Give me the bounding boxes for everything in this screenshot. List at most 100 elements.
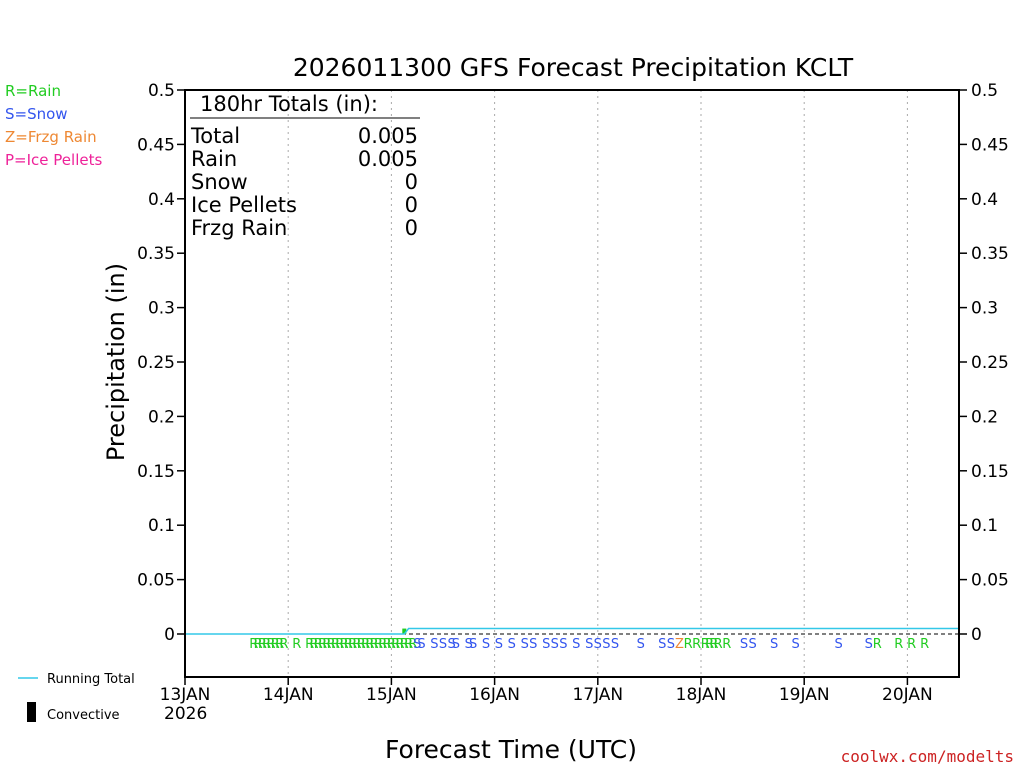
ptype-marker: R: [378, 637, 387, 652]
totals-row-value: 0: [405, 216, 418, 240]
ptype-marker: S: [667, 637, 675, 652]
y-tick-label-left: 0.1: [148, 516, 175, 536]
ptype-marker: S: [748, 637, 756, 652]
ptype-marker: R: [701, 637, 710, 652]
ptype-marker: R: [314, 637, 323, 652]
ptype-marker: S: [585, 637, 593, 652]
y-tick-label-left: 0.2: [148, 407, 175, 427]
ptype-marker: R: [335, 637, 344, 652]
totals-row-label: Snow: [191, 170, 248, 194]
ptype-marker: R: [266, 637, 275, 652]
ptype-marker: R: [391, 637, 400, 652]
y-axis-label: Precipitation (in): [102, 263, 130, 461]
y-tick-label-left: 0.15: [137, 462, 175, 482]
ptype-marker: S: [542, 637, 550, 652]
ptype-marker: S: [740, 637, 748, 652]
ptype-marker: R: [357, 637, 366, 652]
series-line-running-total: [185, 627, 959, 635]
totals-row-label: Frzg Rain: [191, 216, 287, 240]
y-tick-label-right: 0.1: [971, 516, 998, 536]
ptype-marker: R: [722, 637, 731, 652]
y-tick-label-right: 0.05: [971, 571, 1009, 591]
y-tick-label-right: 0.15: [971, 462, 1009, 482]
x-year-label: 2026: [164, 704, 207, 724]
ptype-marker: R: [340, 637, 349, 652]
ptype-marker: R: [920, 637, 929, 652]
y-tick-label-right: 0.35: [971, 244, 1009, 264]
y-tick-label-left: 0.5: [148, 81, 175, 101]
x-tick-label: 16JAN: [469, 685, 520, 705]
ptype-marker: R: [907, 637, 916, 652]
y-tick-label-right: 0.2: [971, 407, 998, 427]
ptype-marker: S: [834, 637, 842, 652]
ptype-marker: R: [365, 637, 374, 652]
x-axis-ticks: 13JAN 14JAN 15JAN 16JAN 17JAN 18JAN 19JAN 20JAN: [160, 677, 933, 705]
y-tick-label-right: 0.4: [971, 190, 998, 210]
totals-row-label: Total: [190, 124, 240, 148]
ptype-marker: S: [611, 637, 619, 652]
totals-row-label: Rain: [191, 147, 237, 171]
grid-lines: [185, 90, 959, 677]
ptype-marker: R: [873, 637, 882, 652]
ptype-marker: R: [404, 637, 413, 652]
precip-bar: [402, 628, 407, 634]
ptype-marker: S: [770, 637, 778, 652]
ptype-marker: S: [482, 637, 490, 652]
ptype-legend-item: R=Rain: [5, 82, 61, 100]
ptype-marker: R: [387, 637, 396, 652]
ptype-marker: R: [275, 637, 284, 652]
totals-row-value: 0: [405, 170, 418, 194]
totals-row-value: 0.005: [358, 124, 418, 148]
y-tick-label-left: 0.4: [148, 190, 175, 210]
series-legend-label: Convective: [47, 708, 120, 723]
ptype-legend: R=Rain S=Snow Z=Frzg Rain P=Ice Pellets: [5, 82, 102, 169]
ptype-marker: R: [331, 637, 340, 652]
ptype-marker: R: [894, 637, 903, 652]
y-tick-label-left: 0: [164, 625, 175, 645]
y-tick-label-right: 0.45: [971, 135, 1009, 155]
credit-label: coolwx.com/modelts: [841, 747, 1014, 766]
ptype-marker: S: [495, 637, 503, 652]
ptype-marker: S: [559, 637, 567, 652]
ptype-marker: R: [692, 637, 701, 652]
ptype-marker: R: [249, 637, 258, 652]
ptype-marker: S: [791, 637, 799, 652]
ptype-marker: S: [637, 637, 645, 652]
series-legend-label: Running Total: [47, 672, 135, 687]
ptype-marker: S: [572, 637, 580, 652]
totals-box: 180hr Totals (in): Total 0.005 Rain 0.005 Sno…: [190, 92, 420, 240]
ptype-marker: S: [452, 637, 460, 652]
ptype-marker: S: [417, 637, 425, 652]
ptype-marker: S: [658, 637, 666, 652]
y-tick-label-left: 0.05: [137, 571, 175, 591]
series-lines: [185, 627, 959, 635]
ptype-marker: R: [684, 637, 693, 652]
ptype-marker: R: [318, 637, 327, 652]
ptype-marker: R: [348, 637, 357, 652]
ptype-marker: S: [465, 637, 473, 652]
y-tick-label-right: 0.5: [971, 81, 998, 101]
ptype-legend-item: S=Snow: [5, 105, 68, 123]
ptype-marker: R: [352, 637, 361, 652]
x-tick-label: 17JAN: [572, 685, 623, 705]
ptype-marker: R: [271, 637, 280, 652]
x-axis-label: Forecast Time (UTC): [385, 735, 637, 764]
legend-swatch-bar: [27, 702, 36, 722]
y-tick-label-right: 0.25: [971, 353, 1009, 373]
x-tick-label: 13JAN: [160, 685, 211, 705]
plot-frame: [184, 89, 960, 678]
ptype-marker: S: [439, 637, 447, 652]
ptype-marker: S: [551, 637, 559, 652]
ptype-marker: R: [322, 637, 331, 652]
totals-heading: 180hr Totals (in):: [200, 92, 378, 116]
ptype-legend-item: Z=Frzg Rain: [5, 128, 97, 146]
ptype-marker: S: [865, 637, 873, 652]
y-tick-label-left: 0.45: [137, 135, 175, 155]
ptype-marker: R: [262, 637, 271, 652]
ptype-legend-item: P=Ice Pellets: [5, 151, 102, 169]
ptype-marker: S: [602, 637, 610, 652]
x-tick-label: 19JAN: [779, 685, 830, 705]
ptype-marker: R: [408, 637, 417, 652]
y-tick-label-left: 0.3: [148, 299, 175, 319]
ptype-marker: R: [327, 637, 336, 652]
